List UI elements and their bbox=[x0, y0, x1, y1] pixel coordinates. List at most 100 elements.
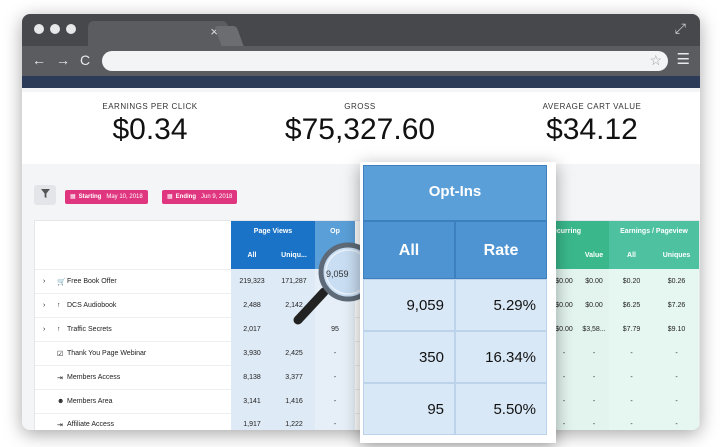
starting-date-tag[interactable]: ▦ Starting May 10, 2018 bbox=[65, 190, 148, 204]
page-views-all: 219,323 bbox=[239, 278, 265, 285]
reload-icon[interactable]: C bbox=[80, 52, 91, 68]
stat-gross: GROSS $75,327.60 bbox=[260, 102, 460, 147]
page-views-all-header[interactable]: All bbox=[231, 243, 273, 269]
row-label: Members Access bbox=[67, 374, 121, 381]
back-icon[interactable]: ← bbox=[32, 52, 46, 68]
optins-all: - bbox=[333, 398, 337, 405]
epp-header[interactable]: Earnings / Pageview bbox=[609, 221, 699, 243]
recurring-col1: - bbox=[562, 350, 566, 357]
window-maximize-dot[interactable] bbox=[66, 24, 76, 34]
page-views-uniques: 1,416 bbox=[285, 398, 303, 405]
epp-uniques: - bbox=[675, 350, 678, 357]
magnified-value: 9,059 bbox=[326, 269, 349, 279]
epp-uniques: $0.26 bbox=[667, 278, 686, 285]
recurring-value: $3,58... bbox=[582, 326, 606, 333]
browser-menu-icon[interactable]: ☰ bbox=[676, 51, 690, 68]
row-label: Free Book Offer bbox=[67, 278, 117, 285]
forward-icon[interactable]: → bbox=[56, 52, 70, 68]
optins-all-cell: 95 bbox=[363, 383, 455, 435]
recurring-header-partial[interactable]: ecurring bbox=[549, 221, 609, 243]
browser-tab[interactable]: × bbox=[88, 21, 228, 46]
recurring-value-header[interactable]: Value bbox=[579, 243, 609, 269]
page-views-uniques: 171,287 bbox=[281, 278, 307, 285]
recurring-column-partial: ecurring Value bbox=[549, 221, 609, 430]
recurring-value: - bbox=[592, 398, 596, 405]
epp-all: $0.20 bbox=[622, 278, 641, 285]
recurring-col1: - bbox=[562, 374, 566, 381]
login-icon: ⇥ bbox=[57, 375, 63, 382]
recurring-col1: $0.00 bbox=[555, 302, 573, 309]
stat-value: $0.34 bbox=[112, 113, 188, 146]
epp-uniques: - bbox=[675, 421, 678, 428]
page-views-header[interactable]: Page Views bbox=[231, 221, 315, 243]
group-icon: ☻ bbox=[57, 398, 65, 405]
page-views-uniques: 1,222 bbox=[285, 421, 303, 428]
optins-all-cell: 9,059 bbox=[363, 279, 455, 331]
stat-label: EARNINGS PER CLICK bbox=[102, 102, 198, 111]
stat-label: GROSS bbox=[344, 102, 376, 111]
address-bar[interactable]: ☆ bbox=[102, 51, 668, 71]
tab-close-icon[interactable]: × bbox=[210, 24, 218, 39]
optins-all: - bbox=[333, 421, 337, 428]
window-close-dot[interactable] bbox=[34, 24, 44, 34]
browser-toolbar: ← → C ☆ ☰ bbox=[22, 46, 700, 76]
filter-icon bbox=[40, 189, 50, 198]
page-views-all: 1,917 bbox=[243, 421, 261, 428]
expand-chevron-icon[interactable]: › bbox=[43, 278, 46, 285]
stat-label: AVERAGE CART VALUE bbox=[542, 102, 642, 111]
ending-label: Ending bbox=[175, 194, 197, 200]
page-views-all: 8,138 bbox=[243, 374, 261, 381]
window-minimize-dot[interactable] bbox=[50, 24, 60, 34]
epp-all: - bbox=[630, 398, 633, 405]
page-views-all: 2,017 bbox=[243, 326, 261, 333]
recurring-value: $0.00 bbox=[585, 302, 603, 309]
optins-rate-cell: 16.34% bbox=[455, 331, 547, 383]
title-bar: × ⤢ bbox=[22, 14, 700, 46]
optins-all-cell: 350 bbox=[363, 331, 455, 383]
optins-title: Opt-Ins bbox=[363, 165, 547, 221]
recurring-value: $0.00 bbox=[585, 278, 603, 285]
page-views-uniques: 2,425 bbox=[285, 350, 303, 357]
filter-button[interactable] bbox=[34, 185, 56, 205]
stat-value: $75,327.60 bbox=[284, 113, 436, 146]
optins-rate-cell: 5.29% bbox=[455, 279, 547, 331]
optins-all: - bbox=[333, 374, 337, 381]
recurring-col1: - bbox=[562, 421, 566, 428]
row-label: Members Area bbox=[67, 398, 113, 405]
stat-earnings-per-click: EARNINGS PER CLICK $0.34 bbox=[50, 102, 250, 147]
optins-all-header: All bbox=[363, 221, 455, 279]
expand-chevron-icon[interactable]: › bbox=[43, 302, 46, 309]
row-label: Affiliate Access bbox=[67, 421, 114, 428]
epp-all-header[interactable]: All bbox=[609, 243, 654, 269]
starting-label: Starting bbox=[78, 194, 102, 200]
row-label: DCS Audiobook bbox=[67, 302, 117, 309]
optins-all: 95 bbox=[331, 326, 339, 333]
starting-date: May 10, 2018 bbox=[106, 194, 143, 200]
earnings-per-pageview-column: Earnings / Pageview All Uniques bbox=[609, 221, 699, 430]
checkbox-icon: ☑ bbox=[57, 351, 64, 358]
stats-strip: EARNINGS PER CLICK $0.34 GROSS $75,327.6… bbox=[22, 92, 700, 164]
page-views-all: 2,488 bbox=[243, 302, 261, 309]
login-icon: ⇥ bbox=[57, 422, 63, 429]
page-views-column: Page Views All Uniqu... bbox=[231, 221, 315, 430]
epp-uniques: - bbox=[675, 398, 678, 405]
recurring-col1: $0.00 bbox=[555, 278, 573, 285]
calendar-icon: ▦ bbox=[70, 194, 76, 200]
recurring-col1: $0.00 bbox=[555, 326, 573, 333]
bookmark-star-icon[interactable]: ☆ bbox=[649, 52, 662, 68]
epp-uniques: $7.26 bbox=[667, 302, 686, 309]
epp-uniques: - bbox=[675, 374, 678, 381]
expand-icon[interactable]: ⤢ bbox=[674, 20, 686, 36]
page-views-uniques: 3,377 bbox=[285, 374, 303, 381]
epp-uniques-header[interactable]: Uniques bbox=[654, 243, 699, 269]
epp-all: $7.79 bbox=[622, 326, 641, 333]
optins-all: - bbox=[333, 350, 337, 357]
page-views-uniques-header[interactable]: Uniqu... bbox=[273, 243, 315, 269]
recurring-value: - bbox=[592, 350, 596, 357]
ending-date-tag[interactable]: ▦ Ending Jun 9, 2018 bbox=[162, 190, 238, 204]
optins-rate-cell: 5.50% bbox=[455, 383, 547, 435]
epp-uniques: $9.10 bbox=[667, 326, 686, 333]
calendar-icon: ▦ bbox=[167, 194, 173, 200]
expand-chevron-icon[interactable]: › bbox=[43, 326, 46, 333]
recurring-value: - bbox=[592, 421, 596, 428]
